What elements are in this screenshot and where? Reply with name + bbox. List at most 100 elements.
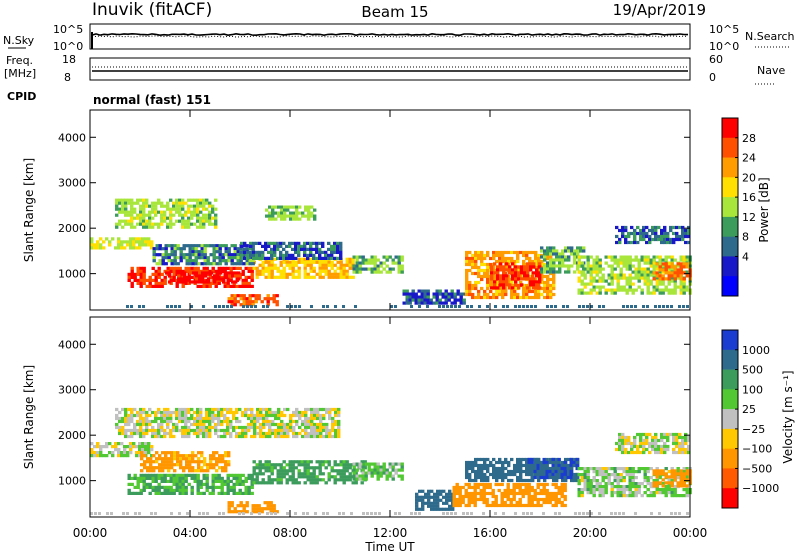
velocity-cell-region-8 <box>524 485 528 490</box>
velocity-cell-region-8 <box>482 485 486 490</box>
velocity-cell-region-11 <box>682 470 686 474</box>
power-cell-region-15 <box>682 277 686 281</box>
power-cell-region-11 <box>516 268 520 273</box>
power-cell-region-7 <box>196 204 200 208</box>
velocity-cell-region-8 <box>500 503 504 508</box>
power-cell-region-5 <box>191 262 195 266</box>
power-cell-region-14 <box>685 288 689 292</box>
power-cell-region-5 <box>236 262 240 266</box>
power-cell-region-10 <box>453 292 457 296</box>
power-cell-ground <box>286 305 289 308</box>
velocity-cell-region-9 <box>534 463 538 468</box>
power-cell-region-1 <box>247 275 251 279</box>
power-cell-region-1 <box>151 266 155 270</box>
velocity-cell-region-4 <box>382 471 386 475</box>
velocity-cell-region-11 <box>616 479 620 483</box>
velocity-cell-region-3 <box>336 478 340 482</box>
power-cell-region-11 <box>546 295 550 300</box>
velocity-cell-region-8 <box>557 485 561 490</box>
nsky-label: N.Sky <box>3 34 35 47</box>
velocity-cell-region-10 <box>575 460 579 465</box>
power-cell-region-16 <box>660 240 664 245</box>
power-cell-region-11 <box>498 292 502 297</box>
power-cell-region-6 <box>267 250 271 254</box>
power-cell-region-7 <box>142 204 146 208</box>
power-cell-region-8 <box>289 217 293 221</box>
power-cell-region-3 <box>318 275 322 279</box>
power-cell-region-4 <box>391 267 395 271</box>
velocity-cell-region-4 <box>364 477 368 481</box>
velocity-cell-region-5 <box>277 410 281 415</box>
power-cell-region-3 <box>324 272 328 276</box>
power-cell-region-5 <box>194 247 198 251</box>
power-cell-region-14 <box>628 279 632 283</box>
velocity-cell-region-5 <box>121 416 125 421</box>
power-cell-region-7 <box>139 219 143 223</box>
velocity-cell-region-1 <box>169 488 173 492</box>
velocity-cell-region-13 <box>684 447 688 452</box>
velocity-cell-region-9 <box>504 460 508 465</box>
velocity-cell-region-11 <box>640 494 644 498</box>
velocity-cell-region-11 <box>577 491 581 495</box>
power-cell-region-14 <box>592 258 596 262</box>
velocity-cell-region-8 <box>482 497 486 502</box>
power-cell-region-16 <box>633 228 637 233</box>
power-cell-region-14 <box>640 291 644 295</box>
velocity-cell-region-5 <box>325 425 329 430</box>
velocity-cell-region-10 <box>542 472 546 477</box>
power-cell-region-6 <box>258 241 262 245</box>
velocity-cell-region-3 <box>303 475 307 479</box>
power-cell-region-6 <box>327 241 331 245</box>
velocity-cell-region-8 <box>482 482 486 487</box>
velocity-cell-region-1 <box>226 482 230 486</box>
power-cell-region-11 <box>495 292 499 297</box>
power-cell-region-3 <box>285 263 289 267</box>
velocity-cell-region-1 <box>172 476 176 480</box>
power-cell-region-11 <box>546 280 550 285</box>
velocity-cell-region-8 <box>518 485 522 490</box>
velocity-cell-region-5 <box>130 419 134 424</box>
velocity-cell-region-8 <box>470 500 474 505</box>
velocity-cell-region-4 <box>379 468 383 472</box>
velocity-cell-region-8 <box>560 488 564 493</box>
velocity-cell-region-5 <box>142 419 146 424</box>
velocity-cell-region-13 <box>684 438 688 443</box>
power-cell-region-10 <box>417 301 421 305</box>
velocity-cell-region-2 <box>197 466 201 470</box>
velocity-cell-region-10 <box>557 457 561 462</box>
velocity-cell-region-9 <box>555 460 559 465</box>
velocity-cell-region-5 <box>217 419 221 424</box>
velocity-cell-region-10 <box>569 460 573 465</box>
velocity-cell-region-1 <box>127 473 131 477</box>
power-cell-region-3 <box>336 272 340 276</box>
power-cell-region-7 <box>124 207 128 211</box>
power-cell-region-7 <box>160 222 164 226</box>
power-cell-region-1 <box>133 272 137 276</box>
power-cell-region-15 <box>679 277 683 281</box>
velocity-cell-region-7 <box>430 489 434 493</box>
power-cell-region-7 <box>133 216 137 220</box>
power-cell-region-14 <box>625 288 629 292</box>
velocity-cell-region-5 <box>235 416 239 421</box>
power-cell-region-3 <box>309 269 313 273</box>
velocity-cell-region-5 <box>241 425 245 430</box>
velocity-cell-region-0 <box>117 442 121 446</box>
power-cell-region-3 <box>294 275 298 279</box>
power-cell-region-3 <box>333 275 337 279</box>
velocity-cell-region-0 <box>147 448 151 452</box>
power-cell-region-9 <box>272 294 276 298</box>
velocity-cell-region-1 <box>220 488 224 492</box>
power-cell-region-14 <box>595 255 599 259</box>
power-cell-region-14 <box>577 279 581 283</box>
power-cell-region-7 <box>208 216 212 220</box>
power-cell-region-7 <box>142 207 146 211</box>
velocity-cell-region-10 <box>551 475 555 480</box>
velocity-cell-region-5 <box>241 434 245 439</box>
velocity-cell-region-6 <box>236 510 240 514</box>
power-cell-region-4 <box>385 270 389 274</box>
velocity-cell-region-10 <box>542 457 546 462</box>
velocity-cell-region-3 <box>267 475 271 479</box>
power-cell-region-7 <box>130 216 134 220</box>
velocity-cell-region-8 <box>512 503 516 508</box>
velocity-cell-ground <box>222 512 225 515</box>
